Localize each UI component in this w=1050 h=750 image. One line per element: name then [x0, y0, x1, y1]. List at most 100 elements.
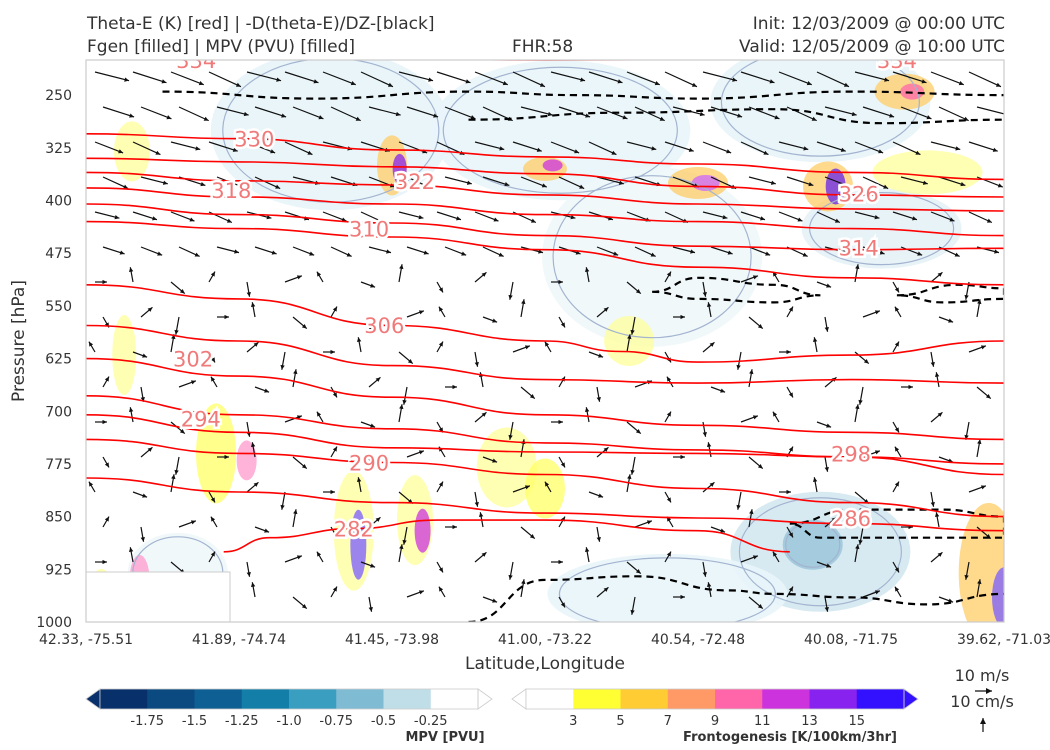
wind-vector-head [630, 329, 635, 335]
wind-vector [816, 71, 850, 88]
wind-vector-head [937, 412, 943, 417]
colorbar-frame [525, 688, 905, 710]
wind-vector [444, 106, 476, 120]
wind-vector [778, 71, 812, 86]
wind-vector-head [560, 462, 565, 468]
wind-vector-head [147, 307, 153, 312]
wind-vector-head [253, 342, 259, 347]
wind-vector-head [797, 217, 803, 222]
wind-vector-head [772, 411, 778, 417]
wind-vector-head [851, 111, 857, 117]
wind-vector-head [544, 341, 550, 347]
wind-vector-head [301, 464, 307, 469]
wind-vector [284, 71, 319, 84]
wind-vector-head [811, 116, 817, 121]
wind-vector-head [498, 252, 504, 257]
wind-vector-head [585, 113, 591, 118]
wind-vector-head [630, 469, 635, 475]
wind-vector-head [570, 215, 576, 220]
wind-vector-head [574, 149, 580, 154]
wind-vector [330, 106, 361, 122]
wind-vector-head [356, 337, 362, 343]
wind-vector-head [580, 77, 586, 82]
wind-vector-head [174, 329, 179, 335]
wind-vector-head [603, 587, 609, 592]
wind-vector-head [806, 81, 812, 86]
wind-vector [596, 176, 624, 185]
wind-vector-head [596, 396, 601, 402]
theta-e-label: 334 [877, 49, 917, 73]
wind-vector-head [706, 302, 712, 308]
wind-scale-vertical-head [980, 718, 986, 724]
wind-vector-head [666, 411, 671, 417]
wind-vector-head [603, 307, 609, 312]
wind-vector [740, 71, 775, 84]
y-tick-label: 325 [45, 141, 72, 157]
wind-vector-head [709, 342, 715, 347]
wind-vector [588, 141, 617, 156]
wind-vector [862, 176, 889, 190]
wind-vector [778, 141, 809, 151]
wind-vector-head [603, 447, 609, 452]
wind-vector-head [402, 399, 407, 405]
wind-vector-head [812, 477, 818, 483]
wind-vector-head [492, 458, 498, 463]
wind-vector-head [530, 218, 536, 223]
wind-vector [702, 71, 738, 82]
theta-e-contour [86, 284, 1004, 363]
wind-vector-head [318, 115, 324, 120]
wind-vector-head [598, 493, 604, 498]
wind-vector-head [690, 249, 695, 254]
theta-e-label: 286 [831, 507, 871, 531]
wind-vector-head [874, 215, 880, 220]
wind-vector-head [630, 609, 635, 615]
wind-vector-head [736, 364, 741, 370]
colorbar-extend-right [477, 688, 493, 710]
wind-vector [322, 71, 356, 86]
wind-vector-head [330, 349, 335, 355]
colorbar-tick-label: 3 [569, 714, 577, 729]
y-tick-label: 475 [45, 246, 72, 262]
wind-vector-head [224, 454, 229, 460]
wind-vector-head [883, 184, 889, 189]
frontogenesis-shade [414, 508, 431, 553]
theta-e-contour [86, 171, 1004, 212]
wind-vector-head [922, 180, 928, 185]
wind-vector-head [646, 520, 652, 525]
wind-vector-head [330, 489, 335, 495]
wind-vector-head [618, 180, 624, 185]
wind-vector-head [140, 536, 145, 542]
wind-vector-head [234, 249, 239, 254]
wind-vector-head [894, 567, 899, 573]
wind-vector-head [316, 411, 322, 417]
wind-vector [292, 106, 324, 120]
wind-vector-head [884, 77, 890, 82]
wind-vector-head [688, 147, 694, 152]
wind-vector-head [147, 447, 153, 452]
wind-vector [588, 71, 623, 84]
wind-vector-head [803, 146, 809, 151]
wind-vector-head [788, 586, 793, 592]
wind-vector-head [722, 215, 728, 220]
wind-vector-head [368, 326, 373, 332]
wind-vector-head [190, 380, 196, 385]
wind-vector [816, 141, 846, 152]
wind-vector-head [720, 528, 726, 533]
dthetae-dz-contour [789, 508, 1004, 539]
wind-vector-head [702, 571, 707, 577]
colorbar-tick-label: 5 [616, 714, 624, 729]
wind-vector-head [104, 516, 109, 522]
wind-vector-head [539, 82, 545, 87]
wind-vector-head [456, 216, 461, 221]
theta-e-contour [86, 477, 1004, 532]
wind-vector-head [858, 539, 863, 545]
theta-e-label: 295 [1022, 532, 1050, 556]
y-tick-label: 550 [45, 299, 72, 315]
wind-vector-head [627, 474, 632, 480]
wind-vector-head [281, 113, 287, 118]
mpv-contour [720, 60, 920, 157]
wind-vector-head [788, 392, 793, 398]
wind-vector-head [627, 334, 632, 340]
colorbar-segment [430, 689, 479, 709]
wind-vector [748, 106, 780, 120]
